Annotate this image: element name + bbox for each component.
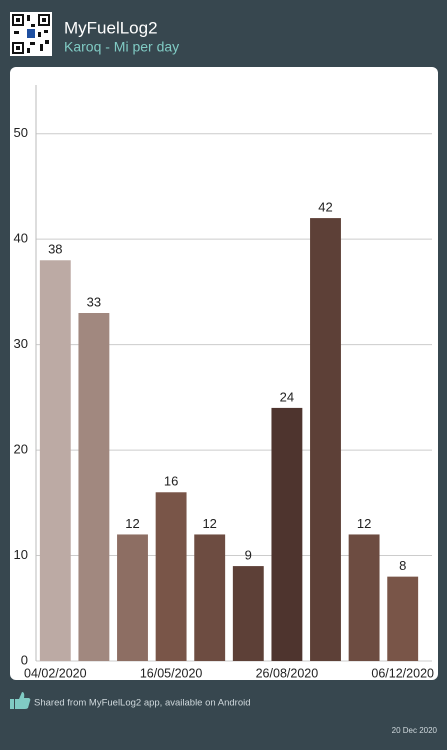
value-label: 24	[280, 389, 294, 404]
y-tick-label: 20	[14, 442, 28, 457]
app-subtitle: Karoq - Mi per day	[64, 39, 179, 55]
value-label: 12	[357, 516, 371, 531]
y-tick-label: 10	[14, 547, 28, 562]
bar	[39, 260, 71, 661]
value-label: 38	[48, 242, 62, 257]
qr-code	[10, 12, 52, 56]
bar	[348, 534, 380, 661]
bar	[194, 534, 226, 661]
y-tick-label: 30	[14, 336, 28, 351]
bar	[117, 534, 148, 661]
value-label: 33	[87, 294, 101, 309]
bar	[155, 492, 187, 661]
value-label: 42	[318, 200, 332, 215]
value-label: 9	[245, 548, 252, 563]
value-label: 12	[125, 516, 139, 531]
date: 20 Dec 2020	[392, 726, 438, 735]
bar	[387, 576, 419, 661]
y-tick-label: 40	[14, 231, 28, 246]
bar	[310, 218, 341, 661]
plot: 0 10 20 30 40 50 38 04/02/2020 33 12 16 16/05/2020 1…	[14, 85, 434, 680]
value-label: 8	[399, 558, 406, 573]
bar	[271, 407, 303, 661]
y-tick-label: 50	[14, 125, 28, 140]
app-title: MyFuelLog2	[64, 18, 158, 37]
x-tick-label: 26/08/2020	[256, 666, 319, 680]
x-tick-label: 16/05/2020	[140, 666, 203, 680]
x-tick-label: 04/02/2020	[24, 666, 87, 680]
y-tick-label: 0	[21, 652, 28, 667]
value-label: 12	[202, 516, 216, 531]
value-label: 16	[164, 474, 178, 489]
share-icon	[10, 692, 31, 709]
bar	[78, 313, 110, 661]
x-tick-label: 06/12/2020	[371, 666, 434, 680]
share-text: Shared from MyFuelLog2 app, available on…	[34, 698, 251, 709]
bar	[232, 566, 264, 661]
